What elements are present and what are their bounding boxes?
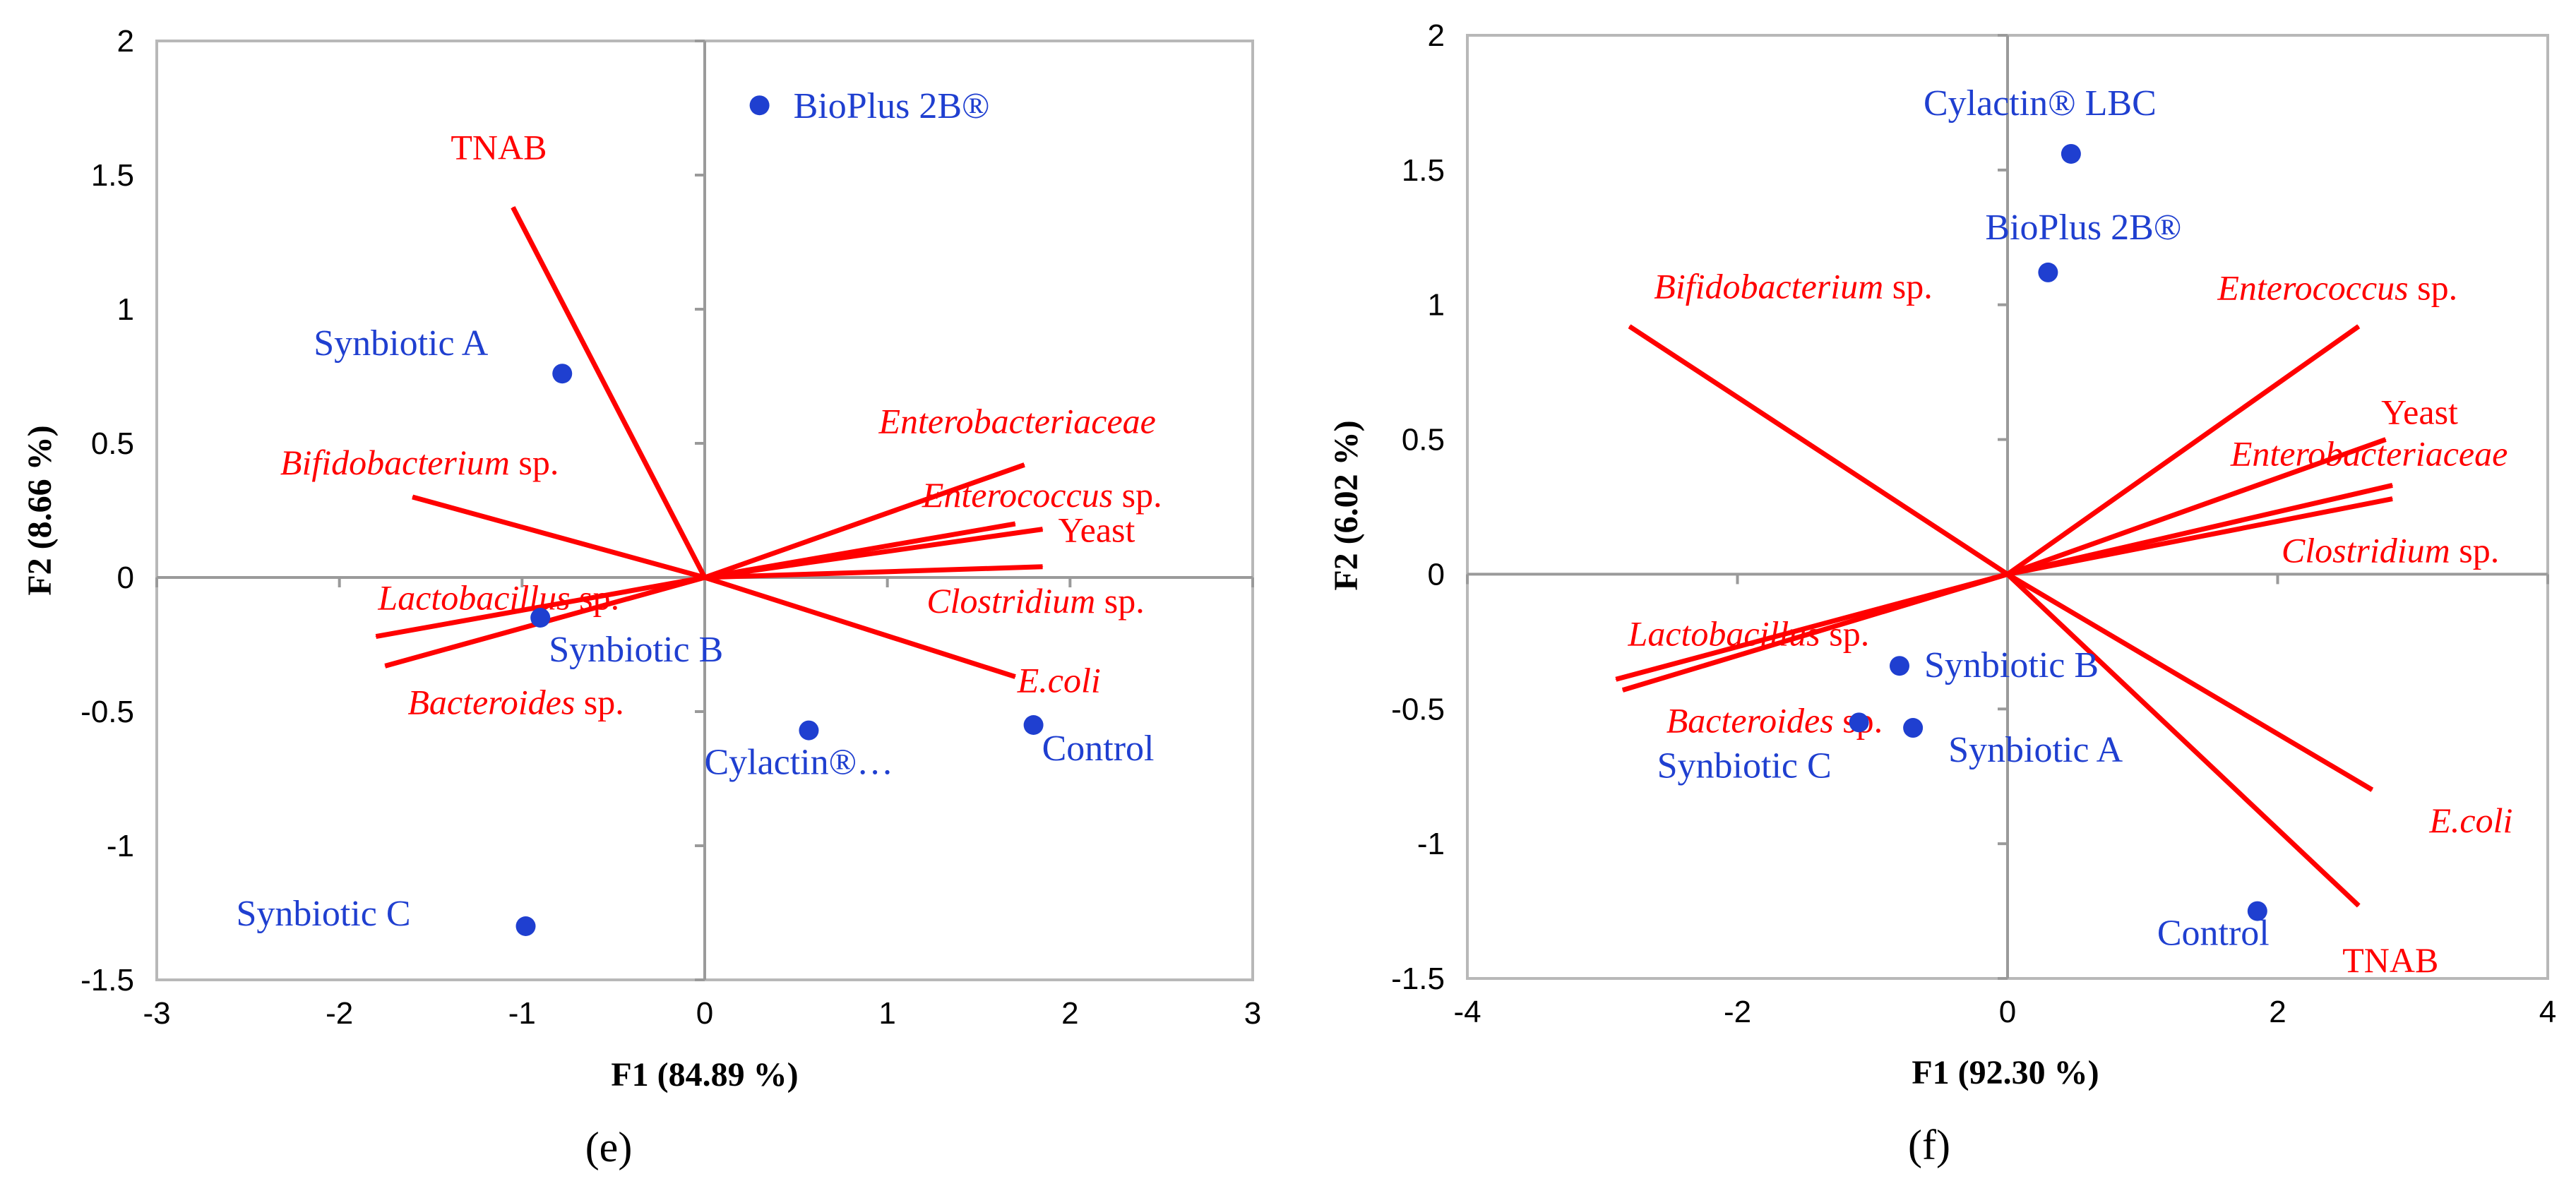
panel-f-vector-clostridium-sp [2007,496,2394,577]
panel-f-y-tick-label: -1.5 [1391,962,1445,996]
panel-e-x-tick-label: 2 [1061,996,1078,1031]
panel-f-x-tick-label: -4 [1453,995,1481,1029]
panel-e-point-control [1023,715,1044,735]
panel-e-y-tick-label: -1 [107,829,134,863]
panel-e-point-synbiotic-b [530,608,551,628]
panel-e-y-tick-label: -0.5 [80,695,134,729]
panel-f-variable-label-lactobacillus-sp: Lactobacillus sp. [1628,613,1870,653]
panel-f-point-bioplus-2b [2038,262,2058,282]
panel-e-x-tick-label: 1 [878,996,895,1031]
panel-f-variable-label-tnab: TNAB [2342,940,2438,980]
panel-e-xlabel: F1 (84.89 %) [611,1056,798,1094]
panel-f-point-control [2247,901,2267,921]
panel-f-y-tick-label: 0 [1428,557,1445,592]
panel-e-point-synbiotic-c [515,916,536,936]
panel-f-y-tick-label: 0.5 [1402,423,1445,457]
panel-e-y-tick-label: -1.5 [80,963,134,998]
panel-f-point-cylactin-lbc [2061,143,2081,164]
panel-e-vector-yeast [704,527,1044,580]
panel-e-point-cylactin [799,720,819,741]
panel-f-point-label-synbiotic-a: Synbiotic A [1948,730,2123,770]
panel-f-point-synbiotic-a [1903,718,1924,738]
panel-f-y-tick-label: 1 [1428,288,1445,323]
panel-e-y-tick-label: 0.5 [91,426,134,461]
panel-f-vector-yeast [2006,437,2387,577]
panel-e-point-synbiotic-a [552,364,573,384]
panel-f-x-tick-label: 4 [2539,995,2556,1029]
panel-e-variable-label-yeast: Yeast [1059,510,1135,550]
panel-f: -4 -2 0 2 4 -1.5 -1 -0.5 0 0.5 1 1.5 2 Bifidobacteriu… [1328,18,2556,1168]
panel-e-variable-label-enterobacteriaceae: Enterobacteriaceae [878,401,1155,441]
panel-f-point-label-synbiotic-b: Synbiotic B [1924,645,2099,685]
panel-f-variable-label-enterobacteriaceae: Enterobacteriaceae [2230,433,2508,473]
panel-f-variable-label-bifidobacterium-sp: Bifidobacterium sp. [1654,266,1932,306]
panel-e-x-tick-label: -1 [508,996,536,1031]
panel-e-label: (e) [585,1124,633,1170]
panel-f-y-tick-label: 1.5 [1402,153,1445,188]
panel-e-variable-label-e-coli: E.coli [1017,661,1101,700]
panel-e-point-label-cylactin: Cylactin®… [704,743,893,783]
panel-e-vector-clostridium-sp [704,564,1044,580]
panel-e-y-tick-label: 0 [117,561,134,595]
panel-f-point-synbiotic-b [1890,656,1909,676]
panel-e-point-label-synbiotic-a: Synbiotic A [314,323,488,364]
panel-f-vector-bifidobacterium-sp [1628,324,2009,577]
panel-e-variable-label-clostridium-sp: Clostridium sp. [926,581,1144,621]
panel-e-point-label-synbiotic-c: Synbiotic C [237,894,411,934]
panel-e-point-label-synbiotic-b: Synbiotic B [549,630,723,670]
panel-f-variable-label-enterococcus-sp: Enterococcus sp. [2217,268,2457,307]
panel-f-ylabel: F2 (6.02 %) [1328,420,1365,590]
panel-e-variable-label-tnab: TNAB [451,128,547,167]
panel-f-point-label-bioplus-2b: BioPlus 2B® [1985,208,2181,248]
panel-e-vector-e-coli [703,575,1016,679]
panel-f-label: (f) [1908,1122,1950,1168]
panel-e-vector-tnab [511,205,708,579]
panel-e-x-tick-label: 3 [1244,996,1261,1031]
panel-e-vector-lactobacillus-sp [375,575,705,640]
panel-e-vector-enterobacteriaceae [703,462,1025,580]
panel-f-x-tick-label: -2 [1724,995,1751,1029]
panel-e-y-tick-label: 2 [117,24,134,59]
panel-e-point-label-bioplus-2b: BioPlus 2B® [794,86,990,126]
panel-f-variable-label-yeast: Yeast [2381,393,2458,432]
panel-f-vector-e-coli [2006,572,2374,792]
panel-e-vector-bifidobacterium-sp [412,494,705,580]
panel-e-ylabel: F2 (8.66 %) [21,425,59,595]
panel-e-point-label-control: Control [1042,729,1155,769]
panel-f-point-synbiotic-c [1849,712,1869,733]
panel-f-xlabel: F1 (92.30 %) [1912,1054,2099,1091]
panel-f-y-tick-label: 2 [1428,18,1445,53]
panel-f-variable-label-e-coli: E.coli [2428,801,2512,840]
panel-e-variable-label-bacteroides-sp: Bacteroides sp. [407,682,624,721]
panel-f-point-label-control: Control [2157,914,2270,954]
panel-e-variable-label-bifidobacterium-sp: Bifidobacterium sp. [280,443,559,482]
panel-f-vector-bacteroides-sp [1621,572,2009,693]
panel-f-vector-enterococcus-sp [2005,324,2361,577]
panel-f-variable-label-clostridium-sp: Clostridium sp. [2282,531,2499,570]
panel-f-variable-label-bacteroides-sp: Bacteroides sp. [1666,701,1883,741]
panel-f-y-tick-label: -1 [1417,827,1445,861]
panel-e-content: -3 -2 -1 0 1 2 3 -1.5 -1 -0.5 0 0.5 1 1.5 2 TNAB Bifidob… [80,24,1261,1031]
panel-e: -3 -2 -1 0 1 2 3 -1.5 -1 -0.5 0 0.5 1 1.5 2 TNAB Bifidob… [21,24,1261,1170]
panel-f-vector-tnab [2005,572,2361,908]
panel-f-point-label-cylactin-lbc: Cylactin® LBC [1924,83,2157,124]
panel-e-y-tick-label: 1 [117,292,134,327]
panel-e-x-tick-label: -3 [143,996,170,1031]
panel-e-point-bioplus-2b [749,95,770,116]
panel-e-x-tick-label: -2 [326,996,353,1031]
panel-f-content: -4 -2 0 2 4 -1.5 -1 -0.5 0 0.5 1 1.5 2 Bifidobacteriu… [1391,18,2556,1029]
panel-e-y-tick-label: 1.5 [91,158,134,193]
panel-e-variable-label-enterococcus-sp: Enterococcus sp. [922,475,1162,515]
panel-f-x-tick-label: 2 [2269,995,2286,1029]
panel-f-x-tick-label: 0 [1999,995,2016,1029]
panel-f-point-label-synbiotic-c: Synbiotic C [1657,745,1832,786]
panel-f-y-tick-label: -0.5 [1391,692,1445,726]
panel-e-x-tick-label: 0 [696,996,713,1031]
